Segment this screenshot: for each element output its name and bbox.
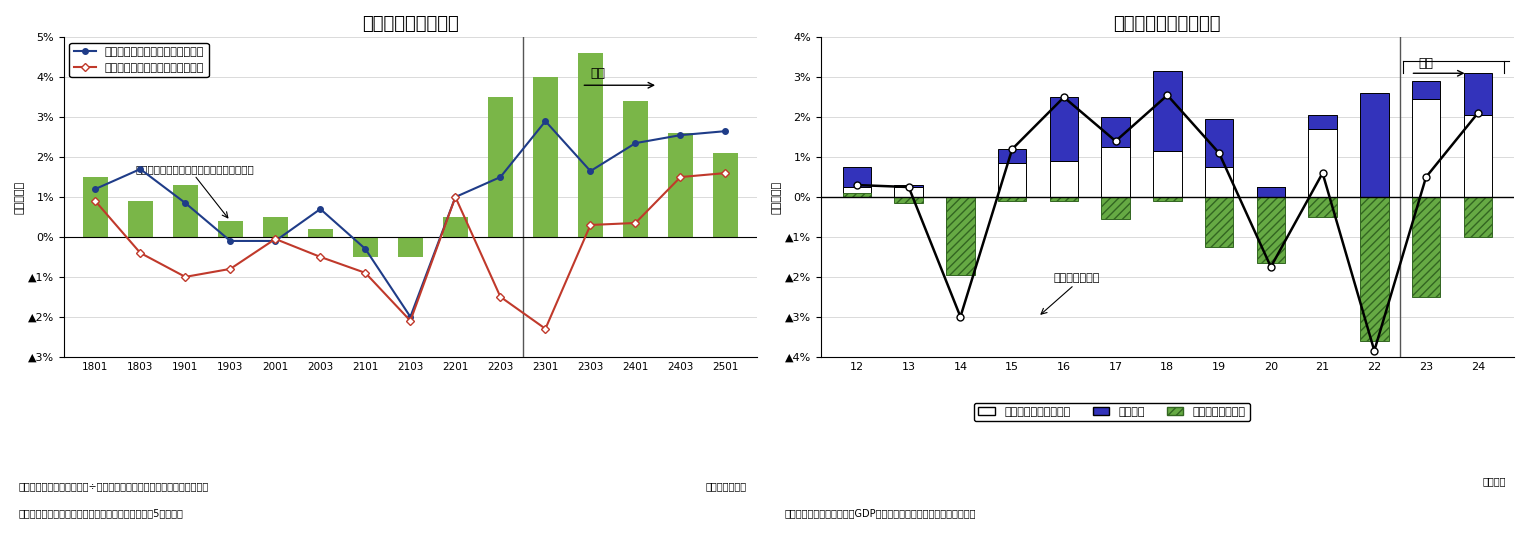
Y-axis label: （前年比）: （前年比） xyxy=(15,180,24,214)
Bar xyxy=(1257,187,1284,207)
Bar xyxy=(1257,197,1284,263)
Bar xyxy=(1411,99,1440,197)
Bar xyxy=(842,187,872,197)
Text: 実質雇用者報酬: 実質雇用者報酬 xyxy=(1053,273,1099,283)
Bar xyxy=(842,167,872,187)
Text: 予測: 予測 xyxy=(590,67,605,80)
Text: 消費者物価（持家の帰属家賃を除く総合）: 消費者物価（持家の帰属家賃を除く総合） xyxy=(136,164,254,174)
Bar xyxy=(1257,187,1284,197)
Bar xyxy=(1050,161,1078,197)
Bar xyxy=(1463,197,1492,237)
Bar xyxy=(83,177,107,237)
Bar xyxy=(128,201,153,237)
Bar xyxy=(443,217,468,237)
Bar xyxy=(263,217,287,237)
Bar xyxy=(1361,197,1388,341)
Bar xyxy=(219,221,243,237)
Bar xyxy=(998,197,1026,201)
Bar xyxy=(173,185,197,237)
Bar xyxy=(842,193,872,197)
Bar xyxy=(1205,167,1234,197)
Bar xyxy=(1050,197,1078,201)
Bar xyxy=(398,237,422,257)
Bar xyxy=(1101,117,1130,147)
Bar xyxy=(998,149,1026,163)
Bar xyxy=(1153,151,1182,197)
Bar xyxy=(1101,147,1130,197)
Bar xyxy=(353,237,378,257)
Legend: 名目賃金上昇率（現金給与総額）, 実質賃金上昇率（現金給与総額）: 名目賃金上昇率（現金給与総額）, 実質賃金上昇率（現金給与総額） xyxy=(69,43,208,77)
Bar xyxy=(1463,115,1492,197)
Bar xyxy=(1411,81,1440,99)
Bar xyxy=(1463,73,1492,115)
Bar xyxy=(1153,71,1182,151)
Text: （年度）: （年度） xyxy=(1483,476,1506,486)
Bar xyxy=(1411,197,1440,297)
Bar xyxy=(894,197,924,203)
Bar xyxy=(668,133,693,237)
Bar xyxy=(894,187,924,197)
Text: （資料）内閣府「四半期別GDP速報」、総務省統計局「労働力調査」: （資料）内閣府「四半期別GDP速報」、総務省統計局「労働力調査」 xyxy=(784,508,976,519)
Bar xyxy=(1101,197,1130,219)
Text: （注）実質賃金＝名目賃金÷消費者物価（持家の帰属家賃を除く総合）: （注）実質賃金＝名目賃金÷消費者物価（持家の帰属家賃を除く総合） xyxy=(18,482,208,492)
Bar xyxy=(1205,119,1234,167)
Bar xyxy=(1361,93,1388,197)
Bar xyxy=(1153,197,1182,201)
Bar xyxy=(534,77,558,237)
Bar xyxy=(1309,115,1336,129)
Bar xyxy=(713,153,739,237)
Title: 名目賃金と実質賃金: 名目賃金と実質賃金 xyxy=(362,15,459,33)
Bar xyxy=(578,53,602,237)
Bar xyxy=(894,185,924,187)
Legend: 一人当たり雇用者報酬, 雇用者数, デフレーター要因: 一人当たり雇用者報酬, 雇用者数, デフレーター要因 xyxy=(974,402,1249,421)
Y-axis label: （前年比）: （前年比） xyxy=(772,180,781,214)
Bar xyxy=(1361,197,1388,215)
Bar xyxy=(1050,97,1078,161)
Bar xyxy=(307,229,333,237)
Text: （年・四半期）: （年・四半期） xyxy=(705,482,746,492)
Bar xyxy=(488,97,512,237)
Bar xyxy=(946,197,974,275)
Title: 実質雇用者報酬の予測: 実質雇用者報酬の予測 xyxy=(1113,15,1222,33)
Bar xyxy=(946,197,974,239)
Bar xyxy=(998,163,1026,197)
Bar xyxy=(1309,129,1336,197)
Bar xyxy=(1205,197,1234,247)
Bar xyxy=(624,101,648,237)
Text: 予測: 予測 xyxy=(1419,57,1433,70)
Bar xyxy=(1309,197,1336,217)
Text: （資料）厚生労働省「毎月勤労統計」（事業所規模5人以上）: （資料）厚生労働省「毎月勤労統計」（事業所規模5人以上） xyxy=(18,508,183,519)
